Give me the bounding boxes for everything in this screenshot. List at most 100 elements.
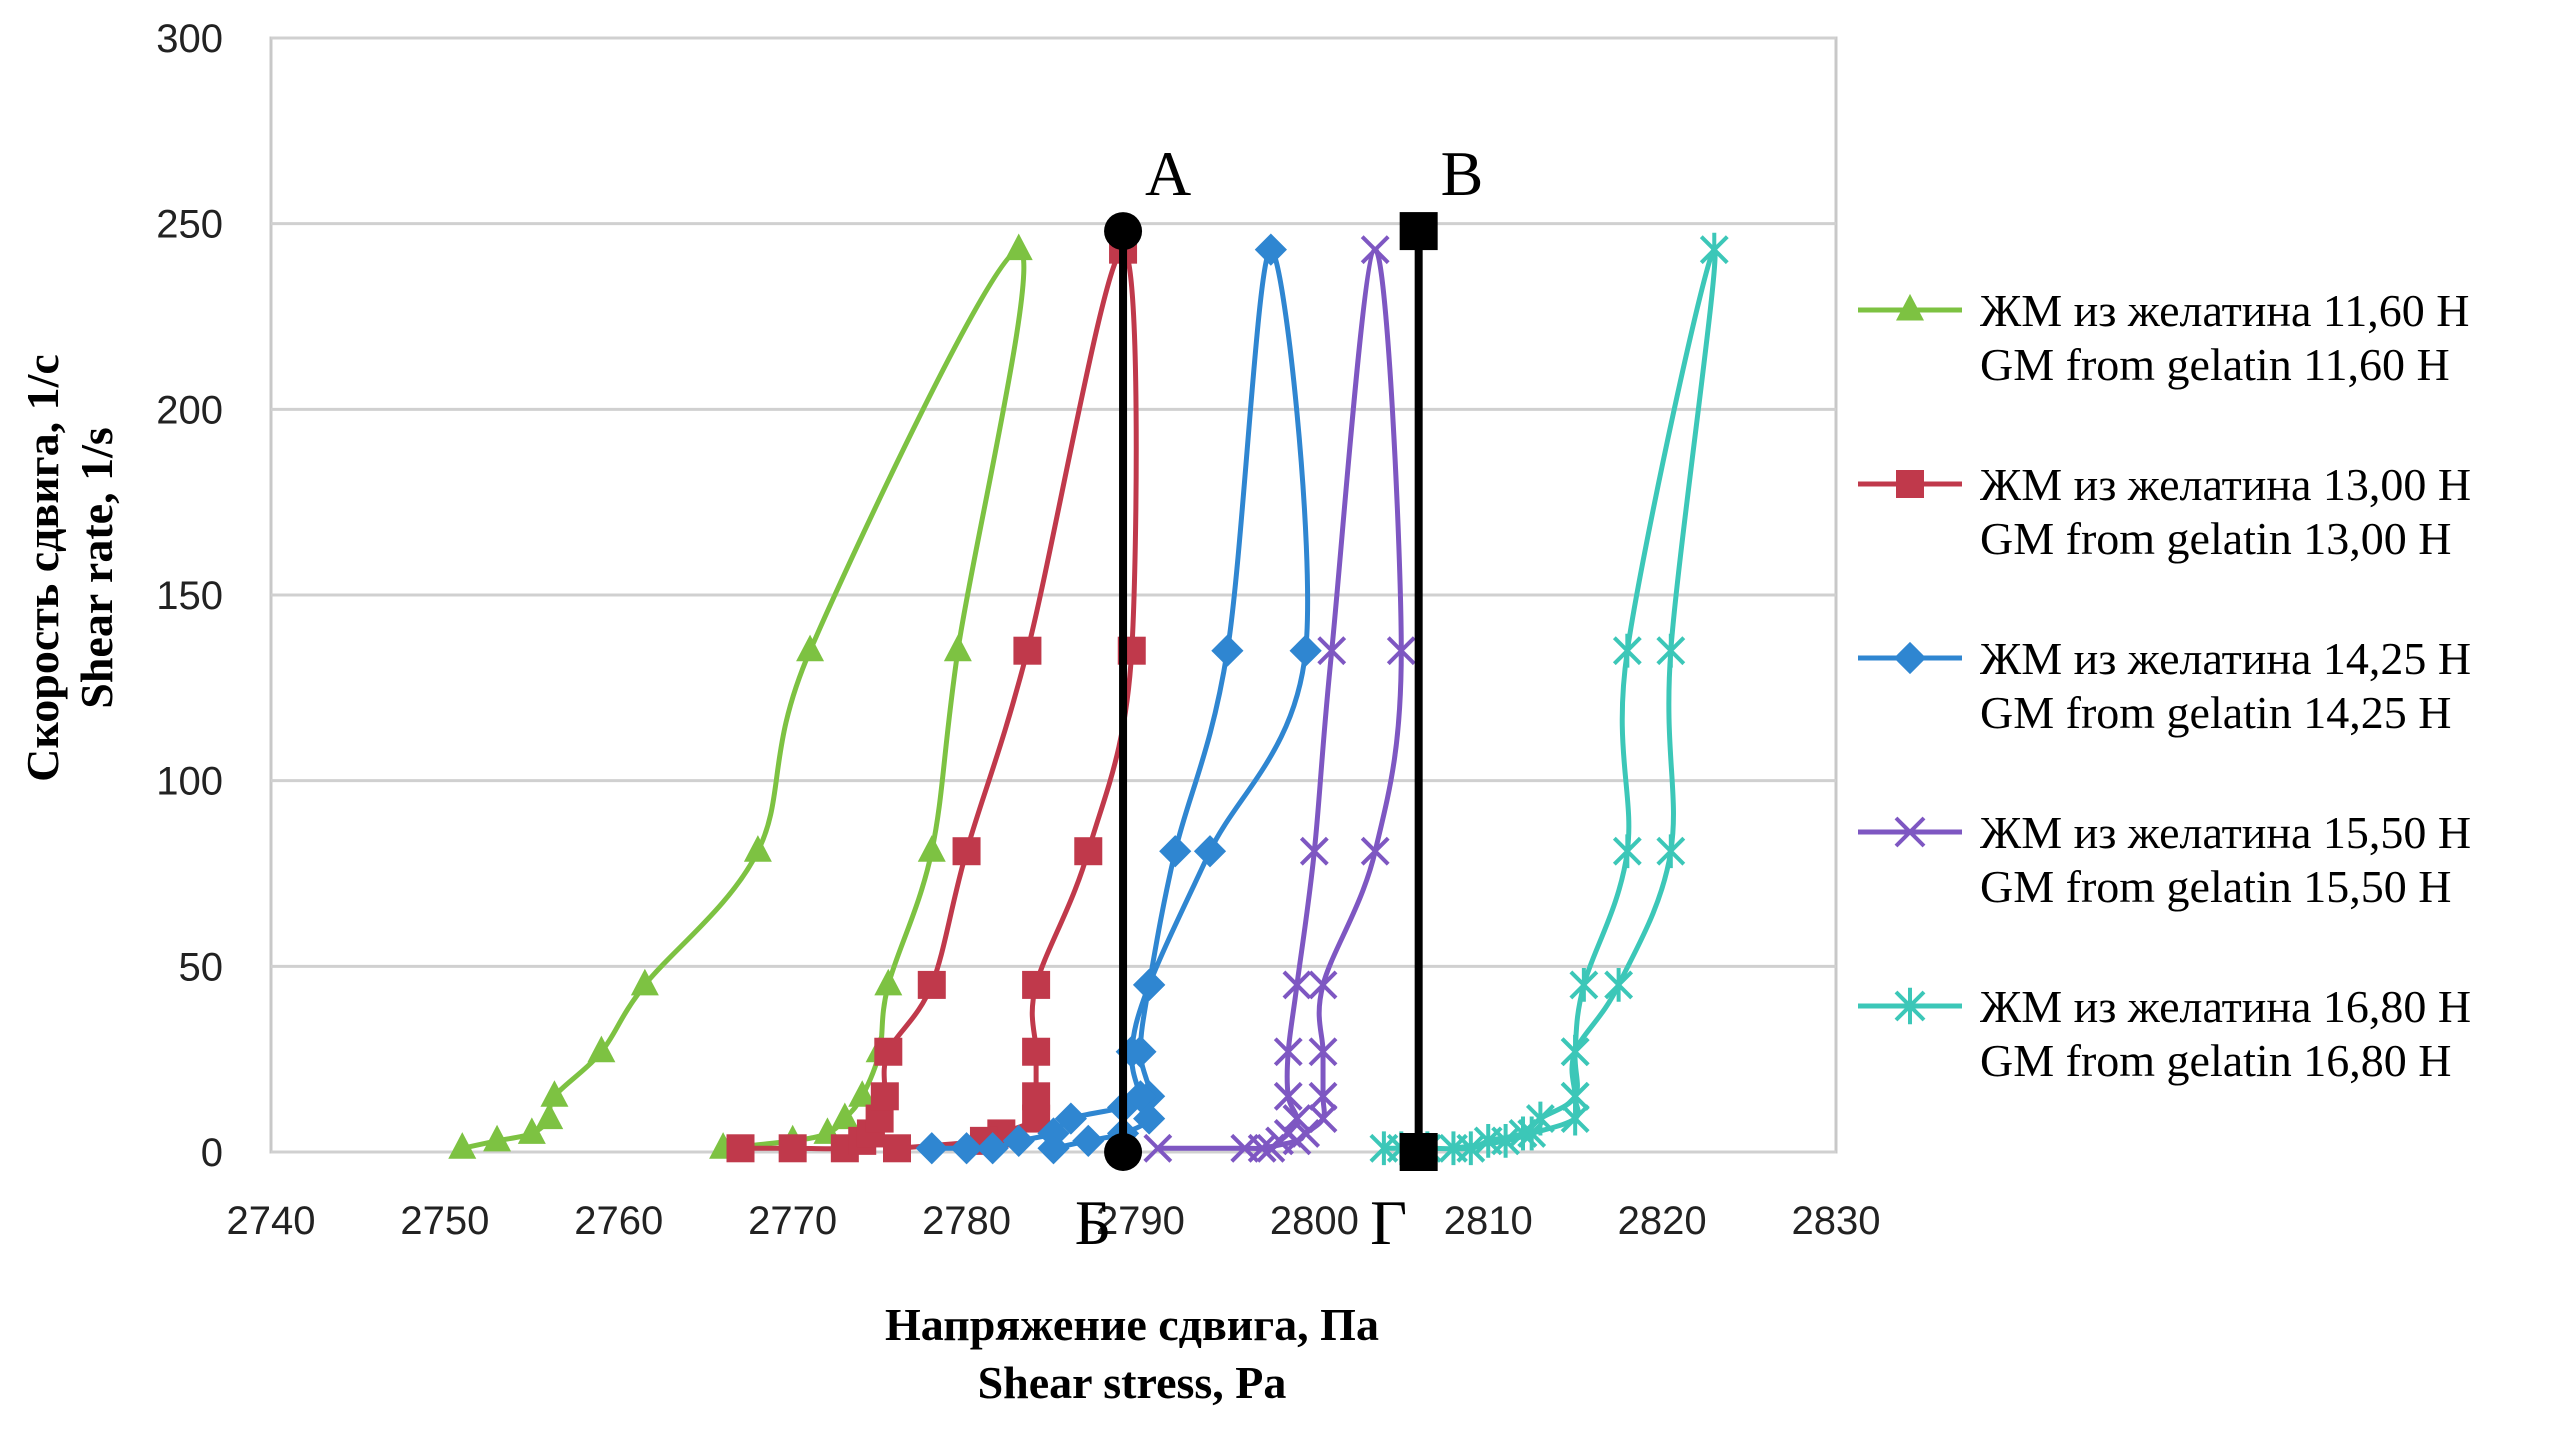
x-axis-title-line1: Напряжение сдвига, Па bbox=[885, 1299, 1379, 1350]
data-point bbox=[1560, 1101, 1590, 1136]
data-point bbox=[1656, 834, 1686, 869]
legend-item-1: ЖМ из желатина 11,60 НGM from gelatin 11… bbox=[1858, 285, 2469, 390]
x-tick-label: 2780 bbox=[922, 1199, 1011, 1243]
legend-label: ЖМ из желатина 15,50 Н bbox=[1980, 807, 2471, 858]
legend-label-en: GM from gelatin 14,25 Н bbox=[1980, 687, 2451, 738]
data-point bbox=[917, 970, 946, 999]
data-point bbox=[1002, 1124, 1035, 1157]
x-tick-label: 2760 bbox=[574, 1199, 663, 1243]
data-point bbox=[1439, 1131, 1468, 1166]
data-point bbox=[1104, 1133, 1143, 1171]
data-point bbox=[1282, 1104, 1312, 1133]
data-point bbox=[1896, 293, 1924, 321]
legend-item-2: ЖМ из желатина 13,00 НGM from gelatin 13… bbox=[1858, 459, 2471, 564]
reference-label-bottom: Б bbox=[1075, 1187, 1112, 1258]
y-axis-title-line2: Shear rate, 1/s bbox=[71, 427, 122, 709]
data-point bbox=[1308, 1081, 1338, 1111]
data-point bbox=[1604, 968, 1634, 1002]
legend-item-3: ЖМ из желатина 14,25 НGM from gelatin 14… bbox=[1858, 633, 2471, 738]
legend-label: ЖМ из желатина 16,80 Н bbox=[1980, 981, 2471, 1032]
data-point bbox=[1289, 634, 1322, 667]
data-point bbox=[1133, 968, 1166, 1001]
series-line bbox=[1157, 247, 1404, 1152]
data-point bbox=[1074, 837, 1103, 866]
y-tick-label: 150 bbox=[156, 574, 223, 618]
legend-item-4: ЖМ из желатина 15,50 НGM from gelatin 15… bbox=[1858, 807, 2471, 912]
data-point bbox=[1299, 836, 1329, 866]
data-point bbox=[726, 1134, 755, 1163]
data-point bbox=[1699, 232, 1729, 267]
data-point bbox=[1247, 1133, 1277, 1163]
gridlines bbox=[271, 36, 1836, 1154]
x-tick-labels: 2740 2750 2760 2770 2780 2790 2800 2810 2820 2830 bbox=[227, 1199, 1881, 1243]
data-point bbox=[630, 968, 659, 996]
reference-label-top: А bbox=[1145, 138, 1191, 209]
data-point bbox=[587, 1035, 616, 1063]
y-tick-labels: 0 50 100 150 200 250 300 bbox=[156, 17, 223, 1175]
legend-label: ЖМ из желатина 13,00 Н bbox=[1980, 459, 2471, 510]
legend-label: ЖМ из желатина 11,60 Н bbox=[1980, 285, 2469, 336]
legend-label-en: GM from gelatin 13,00 Н bbox=[1980, 513, 2451, 564]
data-point bbox=[535, 1102, 564, 1130]
y-tick-label: 250 bbox=[156, 203, 223, 247]
legend-item-5: ЖМ из желатина 16,80 НGM from gelatin 16… bbox=[1858, 981, 2471, 1086]
series-3 bbox=[915, 233, 1322, 1165]
x-tick-label: 2740 bbox=[227, 1199, 316, 1243]
series-line bbox=[740, 247, 1139, 1152]
data-point bbox=[1022, 1037, 1051, 1066]
x-axis-title-line2: Shear stress, Pa bbox=[978, 1357, 1287, 1408]
data-point bbox=[1308, 970, 1338, 1000]
data-point bbox=[1612, 633, 1642, 668]
data-point bbox=[1612, 834, 1642, 869]
data-point bbox=[1399, 212, 1438, 251]
data-point bbox=[1560, 1034, 1590, 1069]
data-point bbox=[1013, 636, 1042, 665]
data-point bbox=[540, 1080, 569, 1107]
data-point bbox=[917, 835, 946, 862]
data-point bbox=[1143, 1133, 1173, 1163]
data-point bbox=[778, 1134, 807, 1163]
data-point bbox=[1133, 1102, 1166, 1135]
x-tick-label: 2810 bbox=[1444, 1199, 1533, 1243]
data-point bbox=[915, 1132, 948, 1165]
y-tick-label: 0 bbox=[201, 1131, 223, 1175]
data-point bbox=[1656, 633, 1686, 668]
reference-line-1: АБ bbox=[1075, 138, 1192, 1258]
series-group bbox=[448, 232, 1729, 1166]
data-point bbox=[1386, 636, 1416, 666]
legend-label-en: GM from gelatin 15,50 Н bbox=[1980, 861, 2451, 912]
series-5 bbox=[1369, 232, 1729, 1166]
legend-label-en: GM from gelatin 11,60 Н bbox=[1980, 339, 2450, 390]
y-tick-label: 100 bbox=[156, 760, 223, 804]
data-point bbox=[1399, 1133, 1438, 1171]
x-tick-label: 2770 bbox=[748, 1199, 837, 1243]
data-point bbox=[952, 837, 981, 866]
legend: ЖМ из желатина 11,60 НGM from gelatin 11… bbox=[1858, 285, 2471, 1086]
data-point bbox=[1004, 233, 1033, 261]
x-tick-label: 2750 bbox=[400, 1199, 489, 1243]
legend-label-en: GM from gelatin 16,80 Н bbox=[1980, 1035, 2451, 1086]
data-point bbox=[1896, 470, 1924, 498]
data-point bbox=[1282, 1126, 1312, 1156]
series-1 bbox=[448, 233, 1033, 1159]
data-point bbox=[976, 1132, 1009, 1165]
data-point bbox=[1894, 987, 1926, 1025]
data-point bbox=[483, 1124, 512, 1152]
series-line bbox=[1383, 247, 1718, 1152]
data-point bbox=[1115, 1035, 1148, 1068]
x-tick-label: 2800 bbox=[1270, 1199, 1359, 1243]
data-point bbox=[743, 835, 772, 862]
data-point bbox=[950, 1132, 983, 1165]
reference-label-top: В bbox=[1441, 138, 1484, 209]
series-2 bbox=[726, 235, 1146, 1163]
data-point bbox=[874, 1037, 903, 1066]
data-point bbox=[1517, 1116, 1547, 1151]
data-point bbox=[796, 634, 825, 662]
data-point bbox=[883, 1134, 911, 1163]
data-point bbox=[1022, 970, 1051, 999]
x-tick-label: 2790 bbox=[1096, 1199, 1185, 1243]
data-point bbox=[1211, 634, 1244, 667]
series-4 bbox=[1143, 235, 1416, 1163]
